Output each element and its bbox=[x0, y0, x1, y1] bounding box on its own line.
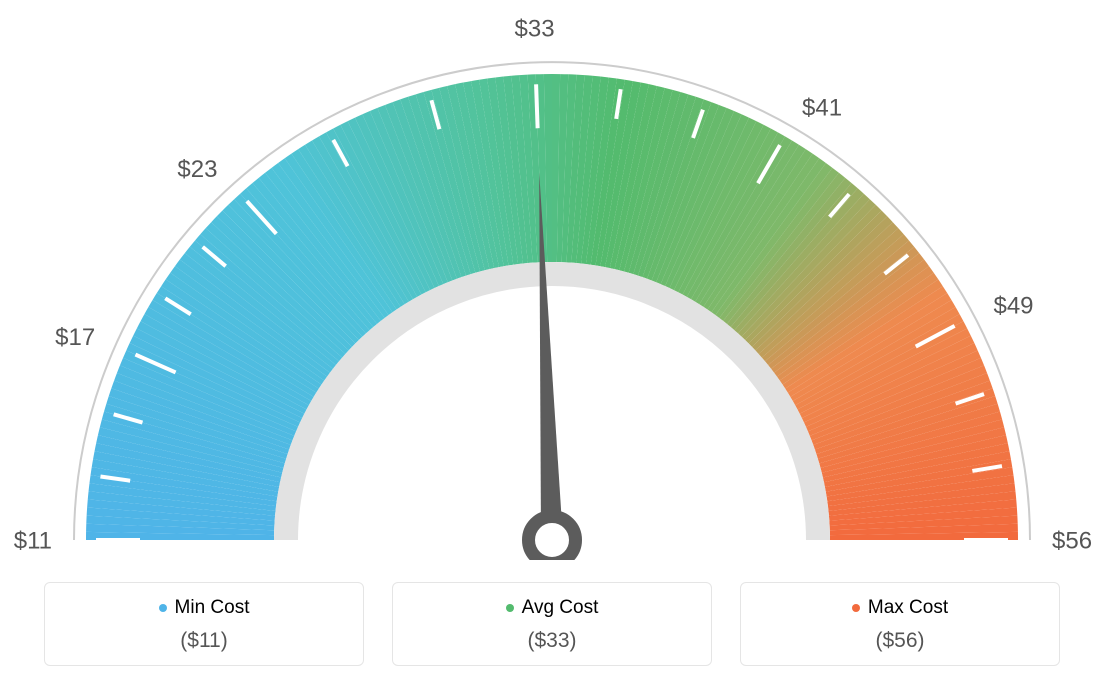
legend-title-max: Max Cost bbox=[741, 597, 1059, 619]
dot-icon bbox=[506, 604, 514, 612]
dot-icon bbox=[159, 604, 167, 612]
legend-value-max: ($56) bbox=[741, 629, 1059, 653]
legend-value-min: ($11) bbox=[45, 629, 363, 653]
tick-label: $33 bbox=[515, 16, 555, 43]
legend-value-avg: ($33) bbox=[393, 629, 711, 653]
tick-label: $49 bbox=[993, 293, 1033, 320]
legend-title-min: Min Cost bbox=[45, 597, 363, 619]
tick-label: $23 bbox=[177, 156, 217, 183]
needle-hub bbox=[529, 517, 576, 561]
legend-label-min: Min Cost bbox=[175, 597, 250, 618]
tick-label: $11 bbox=[14, 527, 52, 554]
legend-card-min: Min Cost ($11) bbox=[44, 582, 364, 666]
tick-label: $17 bbox=[55, 324, 95, 351]
legend-label-avg: Avg Cost bbox=[522, 597, 599, 618]
tick-label: $41 bbox=[802, 94, 842, 121]
gauge-area: $11 $17 $23 $33 $41 $49 $56 bbox=[0, 0, 1104, 560]
legend-title-avg: Avg Cost bbox=[393, 597, 711, 619]
tick-label: $56 bbox=[1052, 527, 1092, 554]
legend-label-max: Max Cost bbox=[868, 597, 948, 618]
cost-gauge-widget: $11 $17 $23 $33 $41 $49 $56 Min Cost ($11) Avg… bbox=[0, 0, 1104, 690]
legend-card-avg: Avg Cost ($33) bbox=[392, 582, 712, 666]
legend-row: Min Cost ($11) Avg Cost ($33) Max Cost (… bbox=[0, 582, 1104, 666]
dot-icon bbox=[852, 604, 860, 612]
legend-card-max: Max Cost ($56) bbox=[740, 582, 1060, 666]
gauge-chart: $11 $17 $23 $33 $41 $49 $56 bbox=[0, 0, 1104, 560]
